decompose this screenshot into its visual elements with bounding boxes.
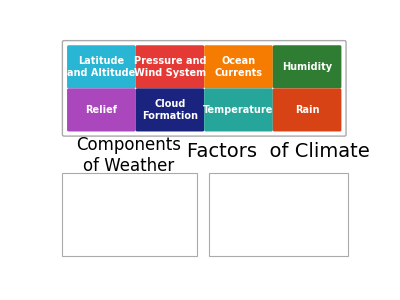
Text: Latitude
and Altitude: Latitude and Altitude	[67, 56, 136, 78]
FancyBboxPatch shape	[67, 45, 136, 88]
FancyBboxPatch shape	[204, 88, 273, 131]
FancyBboxPatch shape	[204, 45, 273, 88]
Text: Rain: Rain	[295, 105, 319, 115]
Text: Humidity: Humidity	[282, 62, 332, 72]
FancyBboxPatch shape	[209, 173, 348, 256]
FancyBboxPatch shape	[62, 40, 346, 136]
Text: Ocean
Currents: Ocean Currents	[214, 56, 262, 78]
FancyBboxPatch shape	[62, 173, 197, 256]
FancyBboxPatch shape	[273, 88, 342, 131]
FancyBboxPatch shape	[67, 88, 136, 131]
Text: Temperature: Temperature	[203, 105, 274, 115]
FancyBboxPatch shape	[136, 45, 204, 88]
Text: Factors  of Climate: Factors of Climate	[187, 142, 370, 161]
Text: Relief: Relief	[85, 105, 117, 115]
Text: Components
of Weather: Components of Weather	[76, 136, 182, 175]
FancyBboxPatch shape	[273, 45, 342, 88]
Text: Pressure and
Wind System: Pressure and Wind System	[134, 56, 206, 78]
Text: Cloud
Formation: Cloud Formation	[142, 99, 198, 121]
FancyBboxPatch shape	[136, 88, 204, 131]
